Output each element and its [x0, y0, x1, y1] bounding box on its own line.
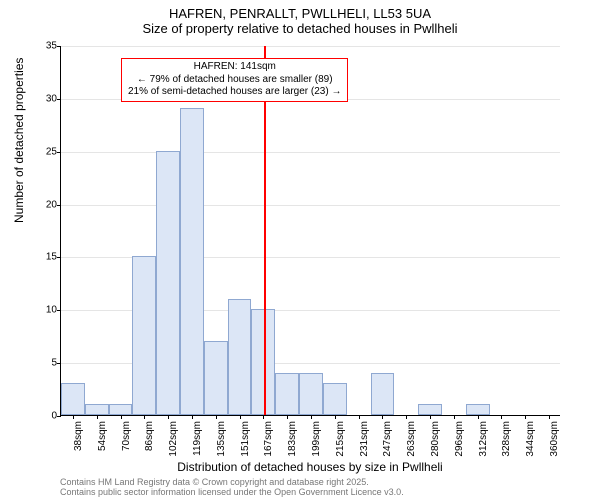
- xtick-label: 183sqm: [287, 421, 298, 457]
- xtick-label: 247sqm: [382, 421, 393, 457]
- histogram-bar: [299, 373, 323, 415]
- xtick-label: 167sqm: [263, 421, 274, 457]
- xtick-mark: [144, 415, 145, 419]
- xtick-mark: [240, 415, 241, 419]
- ytick-label: 35: [46, 41, 61, 52]
- xtick-label: 70sqm: [121, 421, 132, 451]
- xtick-label: 119sqm: [192, 421, 203, 456]
- ytick-label: 15: [46, 252, 61, 263]
- ytick-label: 25: [46, 146, 61, 157]
- histogram-bar: [371, 373, 395, 415]
- histogram-bar: [466, 404, 490, 415]
- histogram-bar: [323, 383, 347, 415]
- xtick-mark: [406, 415, 407, 419]
- xtick-mark: [216, 415, 217, 419]
- x-axis-label: Distribution of detached houses by size …: [60, 460, 560, 474]
- xtick-mark: [454, 415, 455, 419]
- annotation-box: HAFREN: 141sqm← 79% of detached houses a…: [121, 58, 348, 102]
- xtick-label: 312sqm: [478, 421, 489, 457]
- xtick-mark: [263, 415, 264, 419]
- annotation-line1: HAFREN: 141sqm: [128, 61, 341, 74]
- xtick-mark: [121, 415, 122, 419]
- xtick-label: 360sqm: [549, 421, 560, 457]
- xtick-label: 38sqm: [73, 421, 84, 451]
- gridline: [61, 152, 560, 153]
- histogram-bar: [204, 341, 228, 415]
- ytick-label: 10: [46, 305, 61, 316]
- annotation-line3: 21% of semi-detached houses are larger (…: [128, 86, 341, 99]
- xtick-mark: [430, 415, 431, 419]
- y-axis-label: Number of detached properties: [12, 58, 26, 223]
- xtick-mark: [478, 415, 479, 419]
- histogram-bar: [132, 256, 156, 415]
- chart-plot-area: 0510152025303538sqm54sqm70sqm86sqm102sqm…: [60, 46, 560, 416]
- xtick-label: 344sqm: [525, 421, 536, 457]
- xtick-mark: [335, 415, 336, 419]
- xtick-label: 135sqm: [216, 421, 227, 457]
- xtick-mark: [287, 415, 288, 419]
- xtick-mark: [382, 415, 383, 419]
- xtick-mark: [311, 415, 312, 419]
- histogram-bar: [418, 404, 442, 415]
- histogram-bar: [156, 151, 180, 415]
- histogram-bar: [61, 383, 85, 415]
- xtick-label: 231sqm: [359, 421, 370, 457]
- gridline: [61, 46, 560, 47]
- ytick-label: 20: [46, 199, 61, 210]
- xtick-label: 102sqm: [168, 421, 179, 457]
- histogram-bar: [109, 404, 133, 415]
- gridline: [61, 205, 560, 206]
- histogram-bar: [228, 299, 252, 415]
- xtick-label: 263sqm: [406, 421, 417, 457]
- xtick-mark: [549, 415, 550, 419]
- xtick-label: 280sqm: [430, 421, 441, 457]
- footer-line2: Contains public sector information licen…: [60, 488, 404, 498]
- xtick-mark: [97, 415, 98, 419]
- xtick-label: 328sqm: [501, 421, 512, 457]
- histogram-bar: [180, 108, 204, 415]
- footer-attribution: Contains HM Land Registry data © Crown c…: [60, 478, 404, 498]
- xtick-label: 215sqm: [335, 421, 346, 457]
- xtick-mark: [73, 415, 74, 419]
- xtick-label: 151sqm: [240, 421, 251, 457]
- xtick-mark: [359, 415, 360, 419]
- xtick-mark: [192, 415, 193, 419]
- xtick-mark: [525, 415, 526, 419]
- histogram-bar: [85, 404, 109, 415]
- ytick-label: 0: [51, 411, 61, 422]
- chart-title-line1: HAFREN, PENRALLT, PWLLHELI, LL53 5UA: [0, 6, 600, 21]
- xtick-mark: [501, 415, 502, 419]
- annotation-line2: ← 79% of detached houses are smaller (89…: [128, 74, 341, 87]
- ytick-label: 5: [51, 358, 61, 369]
- histogram-bar: [275, 373, 299, 415]
- xtick-mark: [168, 415, 169, 419]
- xtick-label: 54sqm: [97, 421, 108, 451]
- ytick-label: 30: [46, 93, 61, 104]
- xtick-label: 86sqm: [144, 421, 155, 451]
- xtick-label: 199sqm: [311, 421, 322, 457]
- chart-title-line2: Size of property relative to detached ho…: [0, 21, 600, 36]
- xtick-label: 296sqm: [454, 421, 465, 457]
